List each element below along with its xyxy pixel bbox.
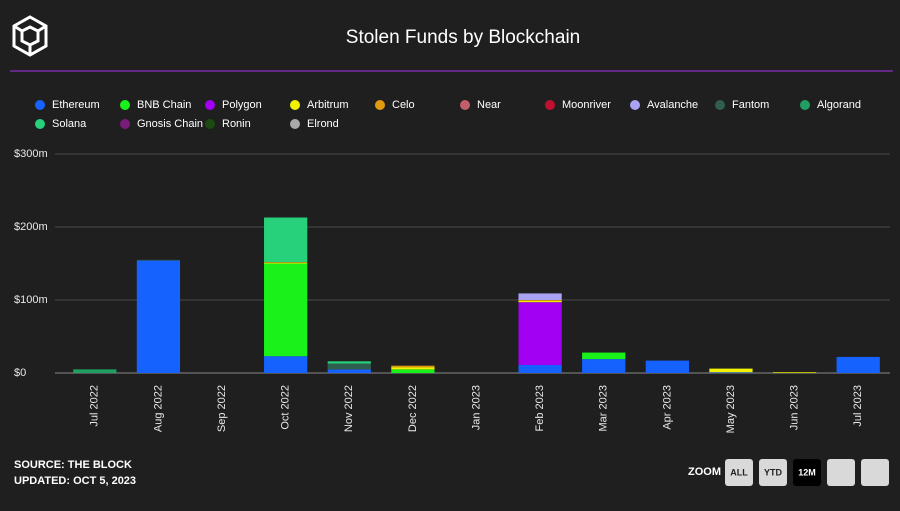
legend-label[interactable]: Avalanche (647, 99, 698, 111)
x-tick-label: Jan 2023 (470, 385, 482, 430)
legend-swatch[interactable] (35, 119, 45, 129)
x-tick-label: Mar 2023 (598, 385, 610, 431)
x-tick-label: Nov 2022 (343, 385, 355, 432)
bar-segment (518, 293, 562, 300)
x-tick-label: Apr 2023 (661, 385, 673, 430)
bar-segment (391, 369, 435, 373)
bar-segment (391, 365, 435, 368)
y-tick-label: $300m (14, 148, 48, 160)
x-tick-label: Aug 2022 (152, 385, 164, 432)
zoom-label: ZOOM (688, 466, 721, 478)
bar-segment (264, 356, 308, 373)
bar-segment (709, 372, 753, 373)
bar-segment (582, 352, 626, 360)
zoom-button[interactable] (725, 459, 753, 486)
legend-label[interactable]: Ronin (222, 118, 251, 130)
legend-label[interactable]: Arbitrum (307, 99, 349, 111)
legend-label[interactable]: Elrond (307, 118, 339, 130)
bar-segment (772, 372, 817, 373)
legend-label[interactable]: Fantom (732, 99, 769, 111)
y-tick-label: $0 (14, 367, 26, 379)
x-tick-label: May 2023 (725, 385, 737, 433)
y-tick-label: $200m (14, 221, 48, 233)
legend-swatch[interactable] (205, 100, 215, 110)
bar-segment (136, 259, 181, 261)
legend-swatch[interactable] (375, 100, 385, 110)
zoom-button-label[interactable]: YTD (764, 467, 783, 477)
legend-swatch[interactable] (35, 100, 45, 110)
legend-swatch[interactable] (715, 100, 725, 110)
bar-segment (582, 359, 626, 373)
bar-segment (391, 367, 435, 370)
legend-swatch[interactable] (290, 100, 300, 110)
zoom-button-label[interactable]: 12M (798, 467, 816, 477)
x-tick-label: Jul 2022 (89, 385, 101, 427)
bar-segment (136, 260, 181, 373)
legend-label[interactable]: BNB Chain (137, 99, 191, 111)
legend-label[interactable]: Celo (392, 99, 415, 111)
bar-segment (518, 300, 562, 303)
updated: UPDATED: OCT 5, 2023 (14, 475, 136, 487)
zoom-button[interactable] (861, 459, 889, 486)
bar-segment (645, 360, 689, 373)
x-tick-label: Dec 2022 (407, 385, 419, 432)
legend-label[interactable]: Polygon (222, 99, 262, 111)
legend-label[interactable]: Moonriver (562, 99, 611, 111)
legend-label[interactable]: Algorand (817, 99, 861, 111)
zoom-button-label[interactable]: ALL (730, 467, 748, 477)
bar-segment (264, 263, 308, 357)
legend-label[interactable]: Gnosis Chain (137, 118, 203, 130)
x-tick-label: Oct 2022 (280, 385, 292, 430)
legend-swatch[interactable] (800, 100, 810, 110)
x-tick-label: Jul 2023 (852, 385, 864, 427)
bar-segment (264, 262, 308, 264)
legend-swatch[interactable] (545, 100, 555, 110)
legend-label[interactable]: Near (477, 99, 501, 111)
zoom-button[interactable] (793, 459, 821, 486)
legend-swatch[interactable] (205, 119, 215, 129)
bar-segment (73, 369, 117, 373)
zoom-button[interactable] (759, 459, 787, 486)
legend-swatch[interactable] (120, 119, 130, 129)
bar-segment (518, 364, 562, 373)
legend-swatch[interactable] (120, 100, 130, 110)
legend-swatch[interactable] (290, 119, 300, 129)
zoom-button[interactable] (827, 459, 855, 486)
source: SOURCE: THE BLOCK (14, 459, 132, 471)
logo (12, 15, 48, 57)
legend-label[interactable]: Solana (52, 118, 87, 130)
bar-segment (264, 262, 308, 263)
x-tick-label: Feb 2023 (534, 385, 546, 431)
bar-segment (518, 302, 562, 365)
bar-segment (518, 300, 562, 301)
chart-title: Stolen Funds by Blockchain (346, 27, 580, 48)
legend-label[interactable]: Ethereum (52, 99, 100, 111)
bar-segment (327, 369, 371, 373)
bar-segment (327, 363, 371, 370)
bar-segment (327, 361, 371, 364)
legend-swatch[interactable] (630, 100, 640, 110)
bar-segment (836, 356, 880, 373)
bar-segment (264, 217, 308, 263)
x-tick-label: Sep 2022 (216, 385, 228, 432)
bar-segment (709, 368, 753, 373)
x-tick-label: Jun 2023 (788, 385, 800, 430)
legend-swatch[interactable] (460, 100, 470, 110)
y-tick-label: $100m (14, 294, 48, 306)
